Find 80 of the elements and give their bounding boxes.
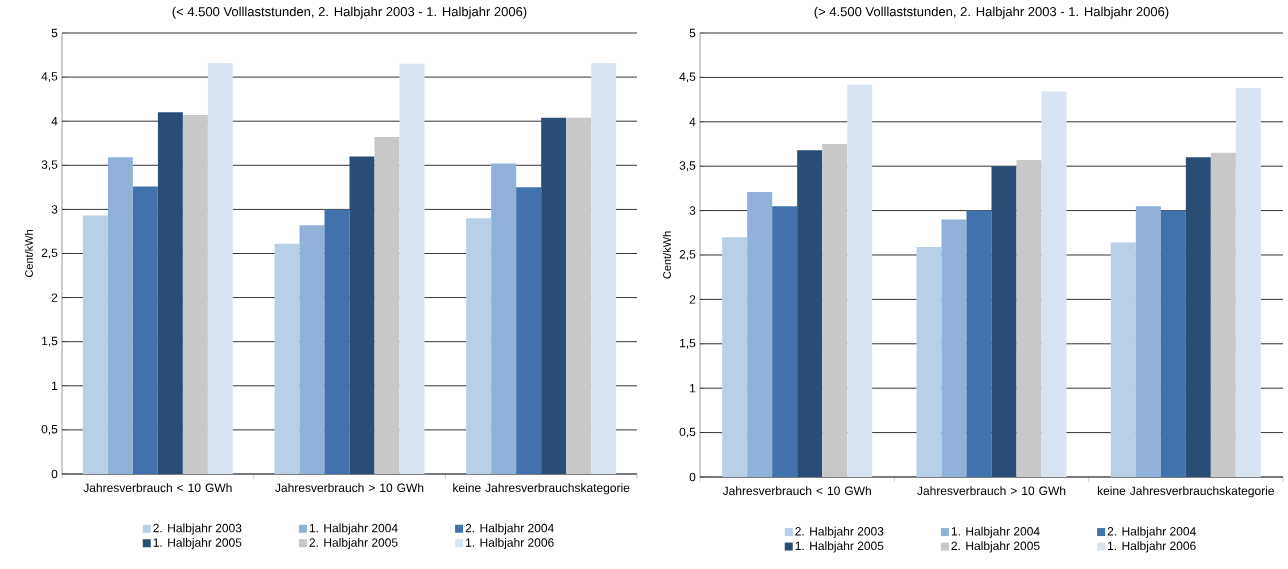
bar [1016, 159, 1042, 477]
bar [182, 115, 208, 474]
chart-title: (> 4.500 Volllaststunden, 2. Halbjahr 2003 - 1. Halbjahr 2006) [814, 6, 1169, 19]
bar [1185, 157, 1211, 477]
y-tick-label: 3,5 [679, 161, 696, 172]
bar [916, 247, 942, 477]
y-tick-label: 1,5 [42, 336, 58, 347]
y-tick-label: 1,5 [680, 338, 696, 349]
y-tick-label: 5 [689, 28, 696, 38]
y-tick-label: 0 [51, 469, 58, 479]
x-tick-label: Jahresverbrauch > 10 GWh [275, 483, 424, 492]
x-tick-label: Jahresverbrauch < 10 GWh [83, 483, 232, 492]
bar [207, 62, 233, 474]
legend-label: 1. Halbjahr 2006 [466, 537, 554, 550]
y-tick-label: 2 [51, 293, 58, 302]
legend-label: 2. Halbjahr 2003 [153, 523, 242, 535]
y-tick-label: 4,5 [41, 72, 58, 82]
legend-label: 2. Halbjahr 2005 [309, 537, 398, 550]
bar [324, 209, 350, 474]
bar [157, 112, 183, 474]
legend-label: 1. Halbjahr 2005 [795, 541, 884, 553]
legend-label: 2. Halbjahr 2004 [465, 523, 554, 535]
x-tick-label: Jahresverbrauch > 10 GWh [917, 486, 1066, 495]
legend-label: 1. Halbjahr 2006 [1107, 541, 1196, 553]
bar [107, 157, 133, 474]
y-tick-label: 2,5 [679, 250, 696, 260]
bar [1160, 210, 1186, 477]
y-tick-label: 3 [51, 205, 58, 214]
bar [491, 163, 517, 474]
bar [847, 84, 873, 477]
y-tick-label: 3 [689, 206, 696, 215]
x-tick-label: keine Jahresverbrauchskategorie [453, 483, 630, 495]
bar [747, 191, 773, 477]
bar [541, 117, 567, 474]
y-tick-label: 4,5 [679, 72, 696, 83]
y-tick-label: 3,5 [41, 160, 58, 171]
legend-label: 2. Halbjahr 2003 [795, 526, 884, 538]
legend-label: 2. Halbjahr 2005 [951, 541, 1040, 553]
bar [797, 150, 823, 477]
y-axis-title: Cent/kWh [24, 230, 33, 278]
bar [274, 243, 300, 474]
y-axis-title: Cent/kWh [662, 231, 671, 279]
y-tick-label: 0,5 [41, 424, 58, 435]
bar [299, 225, 325, 474]
y-tick-label: 4 [689, 117, 696, 126]
y-tick-label: 0 [689, 472, 696, 482]
y-tick-label: 1 [690, 384, 696, 393]
bar [991, 166, 1017, 477]
bar [941, 219, 967, 477]
bar [132, 186, 158, 474]
bar [966, 210, 992, 477]
bar [399, 63, 425, 474]
x-tick-label: Jahresverbrauch < 10 GWh [722, 486, 871, 495]
y-tick-label: 2,5 [41, 248, 58, 259]
legend-label: 2. Halbjahr 2004 [1107, 526, 1196, 538]
y-tick-label: 4 [51, 117, 58, 126]
bar [466, 218, 492, 474]
bar [1235, 88, 1261, 477]
bar [374, 137, 400, 474]
legend-label: 1. Halbjahr 2005 [153, 537, 242, 550]
bar [591, 62, 617, 474]
x-tick-label: keine Jahresverbrauchskategorie [1097, 486, 1274, 498]
bar [349, 156, 375, 474]
legend-label: 1. Halbjahr 2004 [309, 523, 398, 535]
bar [1110, 242, 1136, 477]
legend-label: 1. Halbjahr 2004 [951, 526, 1040, 538]
bar [82, 215, 108, 474]
bar [772, 206, 798, 477]
bar [1135, 206, 1161, 477]
y-tick-label: 1 [52, 381, 58, 390]
y-tick-label: 2 [689, 295, 696, 304]
bar [516, 187, 542, 474]
bar [722, 237, 748, 477]
chart-title: (< 4.500 Volllaststunden, 2. Halbjahr 2003 - 1. Halbjahr 2006) [172, 6, 527, 19]
bar [1210, 152, 1236, 477]
y-tick-label: 0,5 [679, 427, 696, 438]
bar [822, 144, 848, 477]
bar [566, 117, 592, 474]
bar [1041, 91, 1067, 477]
y-tick-label: 5 [51, 28, 58, 38]
